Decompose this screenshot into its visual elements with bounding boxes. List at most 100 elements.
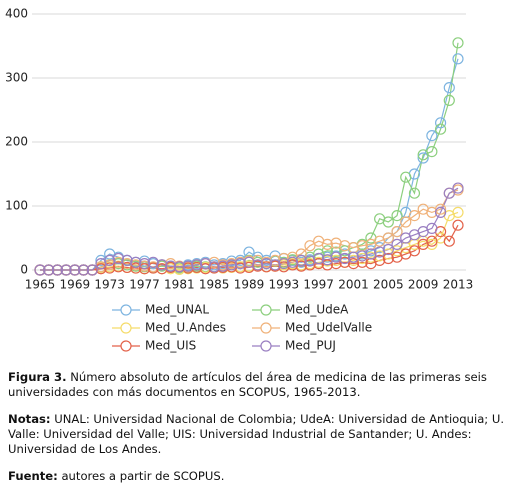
notes-text: UNAL: Universidad Nacional de Colombia; …	[8, 412, 505, 456]
x-tick-label: 1997	[303, 278, 334, 292]
notes-label: Notas:	[8, 412, 51, 426]
data-point	[286, 259, 299, 271]
legend-marker	[260, 340, 272, 352]
data-point	[51, 264, 64, 276]
data-point	[130, 256, 142, 268]
figure-label: Figura 3.	[8, 370, 67, 384]
legend-marker	[120, 340, 132, 352]
data-point	[34, 264, 46, 276]
data-point	[278, 261, 290, 273]
data-point	[426, 146, 438, 158]
y-tick-label: 100	[5, 199, 28, 213]
data-point	[330, 251, 342, 263]
data-point	[278, 258, 290, 270]
data-point	[269, 259, 281, 271]
data-point	[443, 187, 455, 199]
data-point	[391, 210, 403, 222]
data-point	[60, 264, 72, 276]
data-point	[443, 235, 455, 247]
x-tick-label: 2013	[443, 278, 474, 292]
data-point	[112, 252, 124, 265]
x-tick-label: 2009	[408, 278, 439, 292]
data-point	[112, 256, 124, 268]
data-point	[443, 81, 455, 94]
x-tick-label: 1985	[199, 278, 230, 292]
data-point	[191, 259, 203, 271]
data-point	[260, 258, 273, 270]
data-point	[426, 238, 438, 250]
figure-caption: Figura 3. Número absoluto de artículos d…	[8, 370, 506, 400]
data-point	[138, 263, 151, 275]
data-point	[77, 264, 90, 276]
data-point	[95, 254, 107, 266]
y-tick-label: 0	[20, 263, 28, 277]
data-point	[138, 258, 151, 270]
data-point	[95, 263, 107, 275]
data-point	[304, 259, 316, 271]
data-point	[382, 216, 394, 228]
data-point	[347, 258, 360, 270]
data-point	[339, 256, 351, 268]
data-point	[321, 238, 333, 250]
data-point	[382, 243, 394, 256]
data-point	[43, 264, 55, 276]
data-point	[365, 248, 377, 260]
data-point	[234, 258, 246, 270]
x-tick-label: 2005	[373, 278, 404, 292]
data-point	[330, 246, 342, 258]
data-point	[121, 261, 133, 274]
source-label: Fuente:	[8, 469, 58, 483]
data-point	[104, 254, 116, 266]
legend-label: Med_U.Andes	[145, 321, 226, 335]
data-point	[182, 260, 194, 272]
data-point	[330, 254, 342, 266]
data-point	[339, 252, 351, 265]
data-point	[452, 219, 464, 231]
x-tick-label: 1993	[269, 278, 300, 292]
data-point	[286, 256, 299, 268]
figure-text: Número absoluto de artículos del área de…	[8, 370, 487, 399]
data-point	[452, 53, 464, 65]
data-point	[434, 206, 447, 218]
legend-label: Med_UIS	[145, 339, 196, 353]
data-point	[417, 152, 429, 164]
legend-label: Med_UdelValle	[285, 321, 372, 335]
legend-label: Med_UNAL	[145, 303, 209, 317]
data-point	[339, 240, 351, 252]
data-point	[69, 264, 81, 276]
series-line	[40, 58, 459, 271]
data-point	[452, 206, 464, 218]
data-point	[356, 256, 368, 268]
x-tick-label: 1973	[94, 278, 125, 292]
data-point	[408, 187, 421, 199]
data-point	[313, 252, 325, 265]
data-point	[347, 254, 360, 266]
data-point	[112, 261, 124, 273]
y-tick-label: 400	[5, 7, 28, 21]
data-point	[347, 251, 360, 263]
data-point	[434, 123, 447, 135]
data-point	[443, 94, 455, 107]
data-point	[156, 259, 168, 271]
data-point	[130, 262, 142, 274]
data-point	[391, 226, 403, 238]
data-point	[374, 254, 386, 266]
data-point	[452, 182, 464, 194]
data-point	[452, 37, 464, 49]
data-point	[426, 235, 438, 247]
legend-label: Med_UdeA	[285, 303, 349, 317]
data-point	[252, 259, 264, 271]
data-point	[426, 222, 438, 234]
legend-label: Med_PUJ	[285, 339, 336, 353]
legend-marker	[120, 304, 132, 316]
caption: Figura 3. Número absoluto de artículos d…	[8, 370, 506, 496]
data-point	[356, 252, 368, 265]
x-tick-label: 2001	[338, 278, 369, 292]
x-tick-label: 1989	[234, 278, 265, 292]
y-tick-label: 300	[5, 71, 28, 85]
legend-marker	[260, 304, 272, 316]
data-point	[208, 261, 220, 273]
data-point	[321, 259, 333, 271]
source-text: autores a partir de SCOPUS.	[61, 469, 225, 483]
